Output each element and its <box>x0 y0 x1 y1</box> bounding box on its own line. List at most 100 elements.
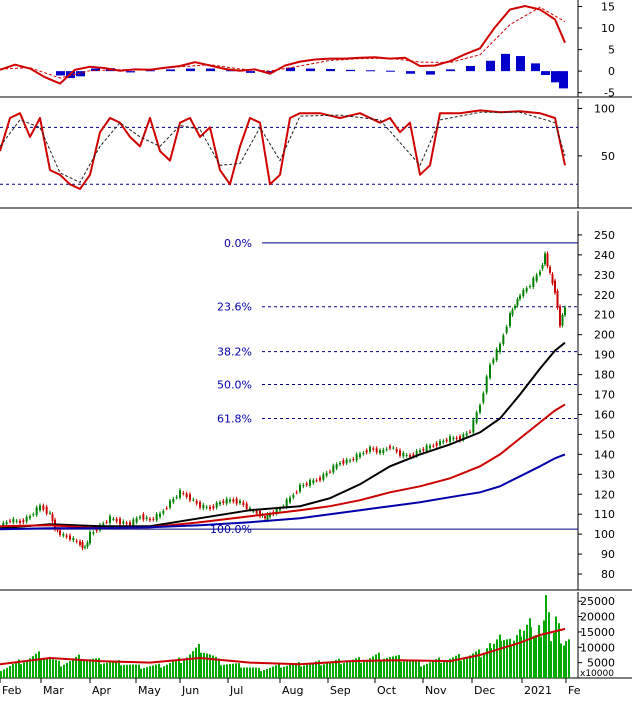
candle-body <box>399 450 401 456</box>
candle-body <box>59 530 61 535</box>
volume-bar <box>568 639 570 678</box>
price-y-tick-label: 90 <box>601 548 615 561</box>
candle-body <box>65 535 68 537</box>
macd-histogram-bar <box>206 68 215 72</box>
candle-body <box>95 529 98 531</box>
candle-body <box>355 454 358 461</box>
volume-bar <box>152 665 154 678</box>
volume-bar <box>178 657 180 678</box>
volume-bar <box>60 666 62 678</box>
volume-bar <box>66 662 68 678</box>
candle-body <box>382 449 385 454</box>
volume-bar <box>83 660 85 678</box>
candle-body <box>325 472 328 476</box>
volume-bar <box>545 595 547 678</box>
candle-body <box>285 499 288 507</box>
candle-body <box>516 299 519 306</box>
macd-signal-line <box>0 6 566 79</box>
volume-bar <box>115 660 117 678</box>
volume-bar <box>533 635 535 678</box>
volume-bar <box>403 661 405 678</box>
volume-bar <box>46 658 48 678</box>
candle-body <box>402 452 405 457</box>
candle-body <box>412 454 415 457</box>
volume-bar <box>140 668 142 678</box>
volume-bar <box>238 663 240 678</box>
candle-body <box>239 500 241 503</box>
volume-bar <box>40 658 42 678</box>
candle-body <box>225 498 228 504</box>
volume-bar <box>163 666 165 678</box>
price-y-tick-label: 240 <box>594 249 615 262</box>
volume-bar <box>180 663 182 678</box>
volume-bar <box>372 656 374 678</box>
candle-body <box>102 523 105 527</box>
volume-bar <box>520 636 522 678</box>
volume-bar <box>429 662 431 678</box>
candle-body <box>235 498 238 504</box>
volume-bar <box>172 661 174 678</box>
volume-bar <box>538 625 540 678</box>
candle-body <box>35 507 38 515</box>
candle-body <box>139 516 141 519</box>
volume-bar <box>378 652 380 678</box>
volume-bar <box>535 635 537 678</box>
candle-body <box>159 513 161 517</box>
x-axis-tick-label: Sep <box>330 684 351 697</box>
candle-body <box>142 514 145 520</box>
volume-bar <box>223 664 225 678</box>
candle-body <box>532 278 535 287</box>
candle-body <box>232 499 235 502</box>
candle-body <box>439 440 441 446</box>
candle-body <box>205 506 208 508</box>
volume-bar <box>340 664 342 678</box>
volume-bar <box>146 667 148 678</box>
candle-body <box>109 516 111 523</box>
candle-body <box>365 450 368 453</box>
volume-bar <box>18 659 20 678</box>
candle-body <box>489 364 491 378</box>
volume-bar <box>346 661 348 678</box>
volume-bar <box>400 661 402 678</box>
candle-body <box>452 437 455 440</box>
price-y-tick-label: 180 <box>594 369 615 382</box>
candle-body <box>372 448 375 450</box>
candle-body <box>502 335 505 344</box>
price-y-tick-label: 150 <box>594 428 615 441</box>
volume-bar <box>75 656 77 678</box>
candle-body <box>312 480 315 483</box>
candle-body <box>509 313 511 327</box>
macd-histogram-bar <box>126 71 135 73</box>
candle-body <box>459 436 461 441</box>
volume-bar <box>409 661 411 678</box>
volume-bar <box>215 656 217 678</box>
candle-body <box>529 286 531 288</box>
x-axis-tick-label: Dec <box>474 684 495 697</box>
volume-bar <box>26 660 28 678</box>
macd-line <box>0 4 566 85</box>
volume-bar <box>490 648 492 678</box>
volume-bar <box>540 636 542 678</box>
stochastic-d-line <box>0 111 566 184</box>
volume-bar <box>235 663 237 678</box>
price-y-tick-label: 230 <box>594 269 615 282</box>
volume-bar <box>292 663 294 678</box>
volume-bar <box>249 667 251 678</box>
macd-histogram-bar <box>466 65 475 72</box>
stochastic-y-tick-label: 50 <box>601 150 615 163</box>
macd-y-tick-label: -5 <box>604 87 615 100</box>
candle-body <box>415 450 418 456</box>
volume-bar <box>52 659 54 678</box>
candle-body <box>392 447 395 449</box>
candle-body <box>189 494 191 501</box>
candle-body <box>425 445 428 452</box>
volume-bar <box>426 663 428 678</box>
x-axis-tick-label: Jun <box>181 684 199 697</box>
volume-bar <box>232 663 234 678</box>
macd-histogram-bar <box>56 71 65 76</box>
candle-body <box>89 532 91 544</box>
volume-bar <box>209 654 211 678</box>
volume-bar <box>258 667 260 678</box>
volume-bar <box>283 666 285 678</box>
